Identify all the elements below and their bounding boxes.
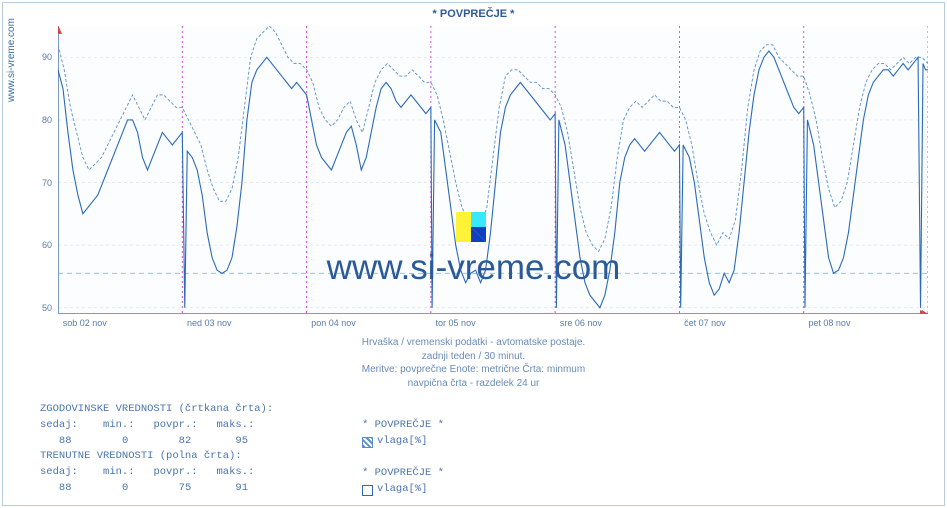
legend-hist-title: * POVPREČJE * [362,418,444,434]
subtitle-line-1: Hrvaška / vremenski podatki - avtomatske… [0,336,947,350]
legend-swatch-dashed-icon [362,437,373,448]
legend-swatch-solid-icon [362,485,373,496]
y-tick-label: 80 [42,115,52,125]
legend-hist-item: vlaga[%] [362,434,444,450]
y-tick-label: 70 [42,178,52,188]
historical-columns: sedaj: min.: povpr.: maks.: [40,418,273,434]
x-tick-label: tor 05 nov [436,318,476,328]
x-axis-ticks: sob 02 nov ned 03 nov pon 04 nov tor 05 nov… [58,318,928,332]
y-axis-left-label: www.si-vreme.com [6,0,17,160]
x-tick-label: sre 06 nov [560,318,602,328]
legend-curr-title: * POVPREČJE * [362,466,444,482]
x-tick-label: pon 04 nov [311,318,356,328]
historical-header: ZGODOVINSKE VREDNOSTI (črtkana črta): [40,402,273,418]
watermark-logo-icon [456,212,486,242]
legend-curr-item: vlaga[%] [362,482,444,498]
current-header: TRENUTNE VREDNOSTI (polna črta): [40,449,273,465]
subtitle-line-2: zadnji teden / 30 minut. [0,350,947,364]
chart-title: * POVPREČJE * [0,8,947,20]
stats-tables: ZGODOVINSKE VREDNOSTI (črtkana črta): se… [40,402,273,497]
y-tick-label: 50 [42,303,52,313]
x-tick-label: sob 02 nov [63,318,107,328]
subtitle-line-4: navpična črta - razdelek 24 ur [0,377,947,391]
historical-values: 88 0 82 95 [40,434,273,450]
x-tick-label: ned 03 nov [187,318,232,328]
watermark-text: www.si-vreme.com [0,248,947,288]
legend-column: * POVPREČJE * vlaga[%] * POVPREČJE * vla… [362,402,444,498]
subtitle-line-3: Meritve: povprečne Enote: metrične Črta:… [0,363,947,377]
current-values: 88 0 75 91 [40,481,273,497]
x-tick-label: pet 08 nov [808,318,850,328]
x-tick-label: čet 07 nov [684,318,726,328]
y-tick-label: 90 [42,52,52,62]
chart-subtitle-block: Hrvaška / vremenski podatki - avtomatske… [0,336,947,390]
current-columns: sedaj: min.: povpr.: maks.: [40,465,273,481]
